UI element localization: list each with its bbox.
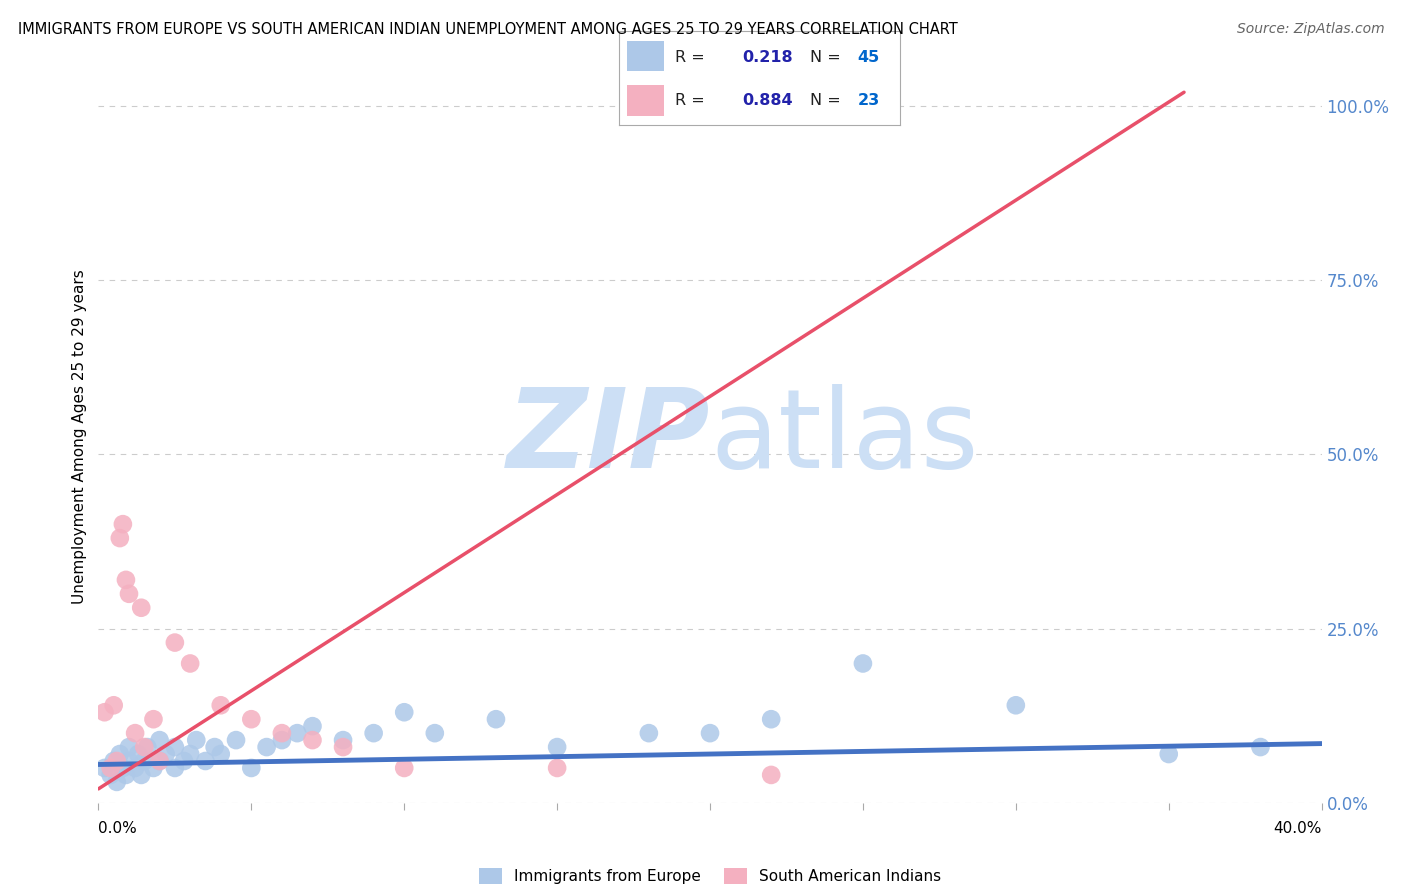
Point [179, 747, 201, 761]
Point [108, 747, 131, 761]
Point [173, 754, 195, 768]
Point [105, 754, 128, 768]
Text: R =: R = [675, 50, 710, 65]
Point [134, 740, 156, 755]
Point [285, 726, 308, 740]
Text: IMMIGRANTS FROM EUROPE VS SOUTH AMERICAN INDIAN UNEMPLOYMENT AMONG AGES 25 TO 29: IMMIGRANTS FROM EUROPE VS SOUTH AMERICAN… [18, 22, 957, 37]
Text: 0.884: 0.884 [742, 93, 793, 108]
Point [485, 712, 508, 726]
Point [136, 740, 159, 755]
Point [93, 761, 115, 775]
Point [186, 733, 208, 747]
Point [163, 761, 186, 775]
Point [301, 733, 323, 747]
Point [124, 726, 146, 740]
Point [115, 573, 138, 587]
Point [194, 754, 217, 768]
Point [363, 726, 385, 740]
Text: 40.0%: 40.0% [1274, 821, 1322, 836]
Point [1157, 747, 1180, 761]
Point [100, 768, 122, 782]
Point [209, 698, 232, 713]
Text: 45: 45 [858, 50, 880, 65]
Point [759, 768, 782, 782]
Point [100, 761, 122, 775]
Point [204, 740, 226, 755]
Point [270, 726, 292, 740]
Point [118, 740, 141, 755]
Point [332, 733, 354, 747]
Point [1249, 740, 1271, 755]
Point [546, 761, 568, 775]
Text: 0.218: 0.218 [742, 50, 793, 65]
Point [637, 726, 661, 740]
Point [759, 712, 782, 726]
Point [105, 775, 128, 789]
Point [852, 657, 875, 671]
Text: 0.0%: 0.0% [98, 821, 138, 836]
Point [129, 600, 152, 615]
Point [149, 733, 172, 747]
Text: 23: 23 [858, 93, 880, 108]
Point [115, 768, 138, 782]
Point [256, 740, 278, 755]
Point [149, 754, 172, 768]
Point [111, 761, 134, 775]
Point [129, 768, 152, 782]
Point [111, 517, 134, 532]
Point [163, 635, 186, 649]
Point [103, 698, 125, 713]
Point [149, 754, 172, 768]
Point [127, 747, 149, 761]
Y-axis label: Unemployment Among Ages 25 to 29 years: Unemployment Among Ages 25 to 29 years [72, 269, 87, 605]
Point [240, 712, 263, 726]
Text: R =: R = [675, 93, 710, 108]
Text: N =: N = [810, 50, 846, 65]
Bar [627, 85, 664, 116]
Point [301, 719, 323, 733]
Point [155, 747, 177, 761]
Point [392, 761, 416, 775]
Point [103, 754, 125, 768]
Point [163, 740, 186, 755]
Point [142, 761, 165, 775]
Point [240, 761, 263, 775]
Point [124, 761, 146, 775]
Point [142, 712, 165, 726]
Point [93, 705, 115, 719]
Point [699, 726, 721, 740]
Point [332, 740, 354, 755]
Text: Source: ZipAtlas.com: Source: ZipAtlas.com [1237, 22, 1385, 37]
Point [209, 747, 232, 761]
Point [546, 740, 568, 755]
Text: atlas: atlas [710, 384, 979, 491]
Text: ZIP: ZIP [506, 384, 710, 491]
Point [118, 587, 141, 601]
Point [225, 733, 247, 747]
Legend: Immigrants from Europe, South American Indians: Immigrants from Europe, South American I… [472, 862, 948, 890]
Point [270, 733, 292, 747]
Text: N =: N = [810, 93, 846, 108]
Point [118, 754, 141, 768]
Point [134, 754, 156, 768]
Point [179, 657, 201, 671]
Bar [627, 40, 664, 71]
Point [392, 705, 416, 719]
Point [423, 726, 446, 740]
Point [108, 531, 131, 545]
Point [1004, 698, 1026, 713]
